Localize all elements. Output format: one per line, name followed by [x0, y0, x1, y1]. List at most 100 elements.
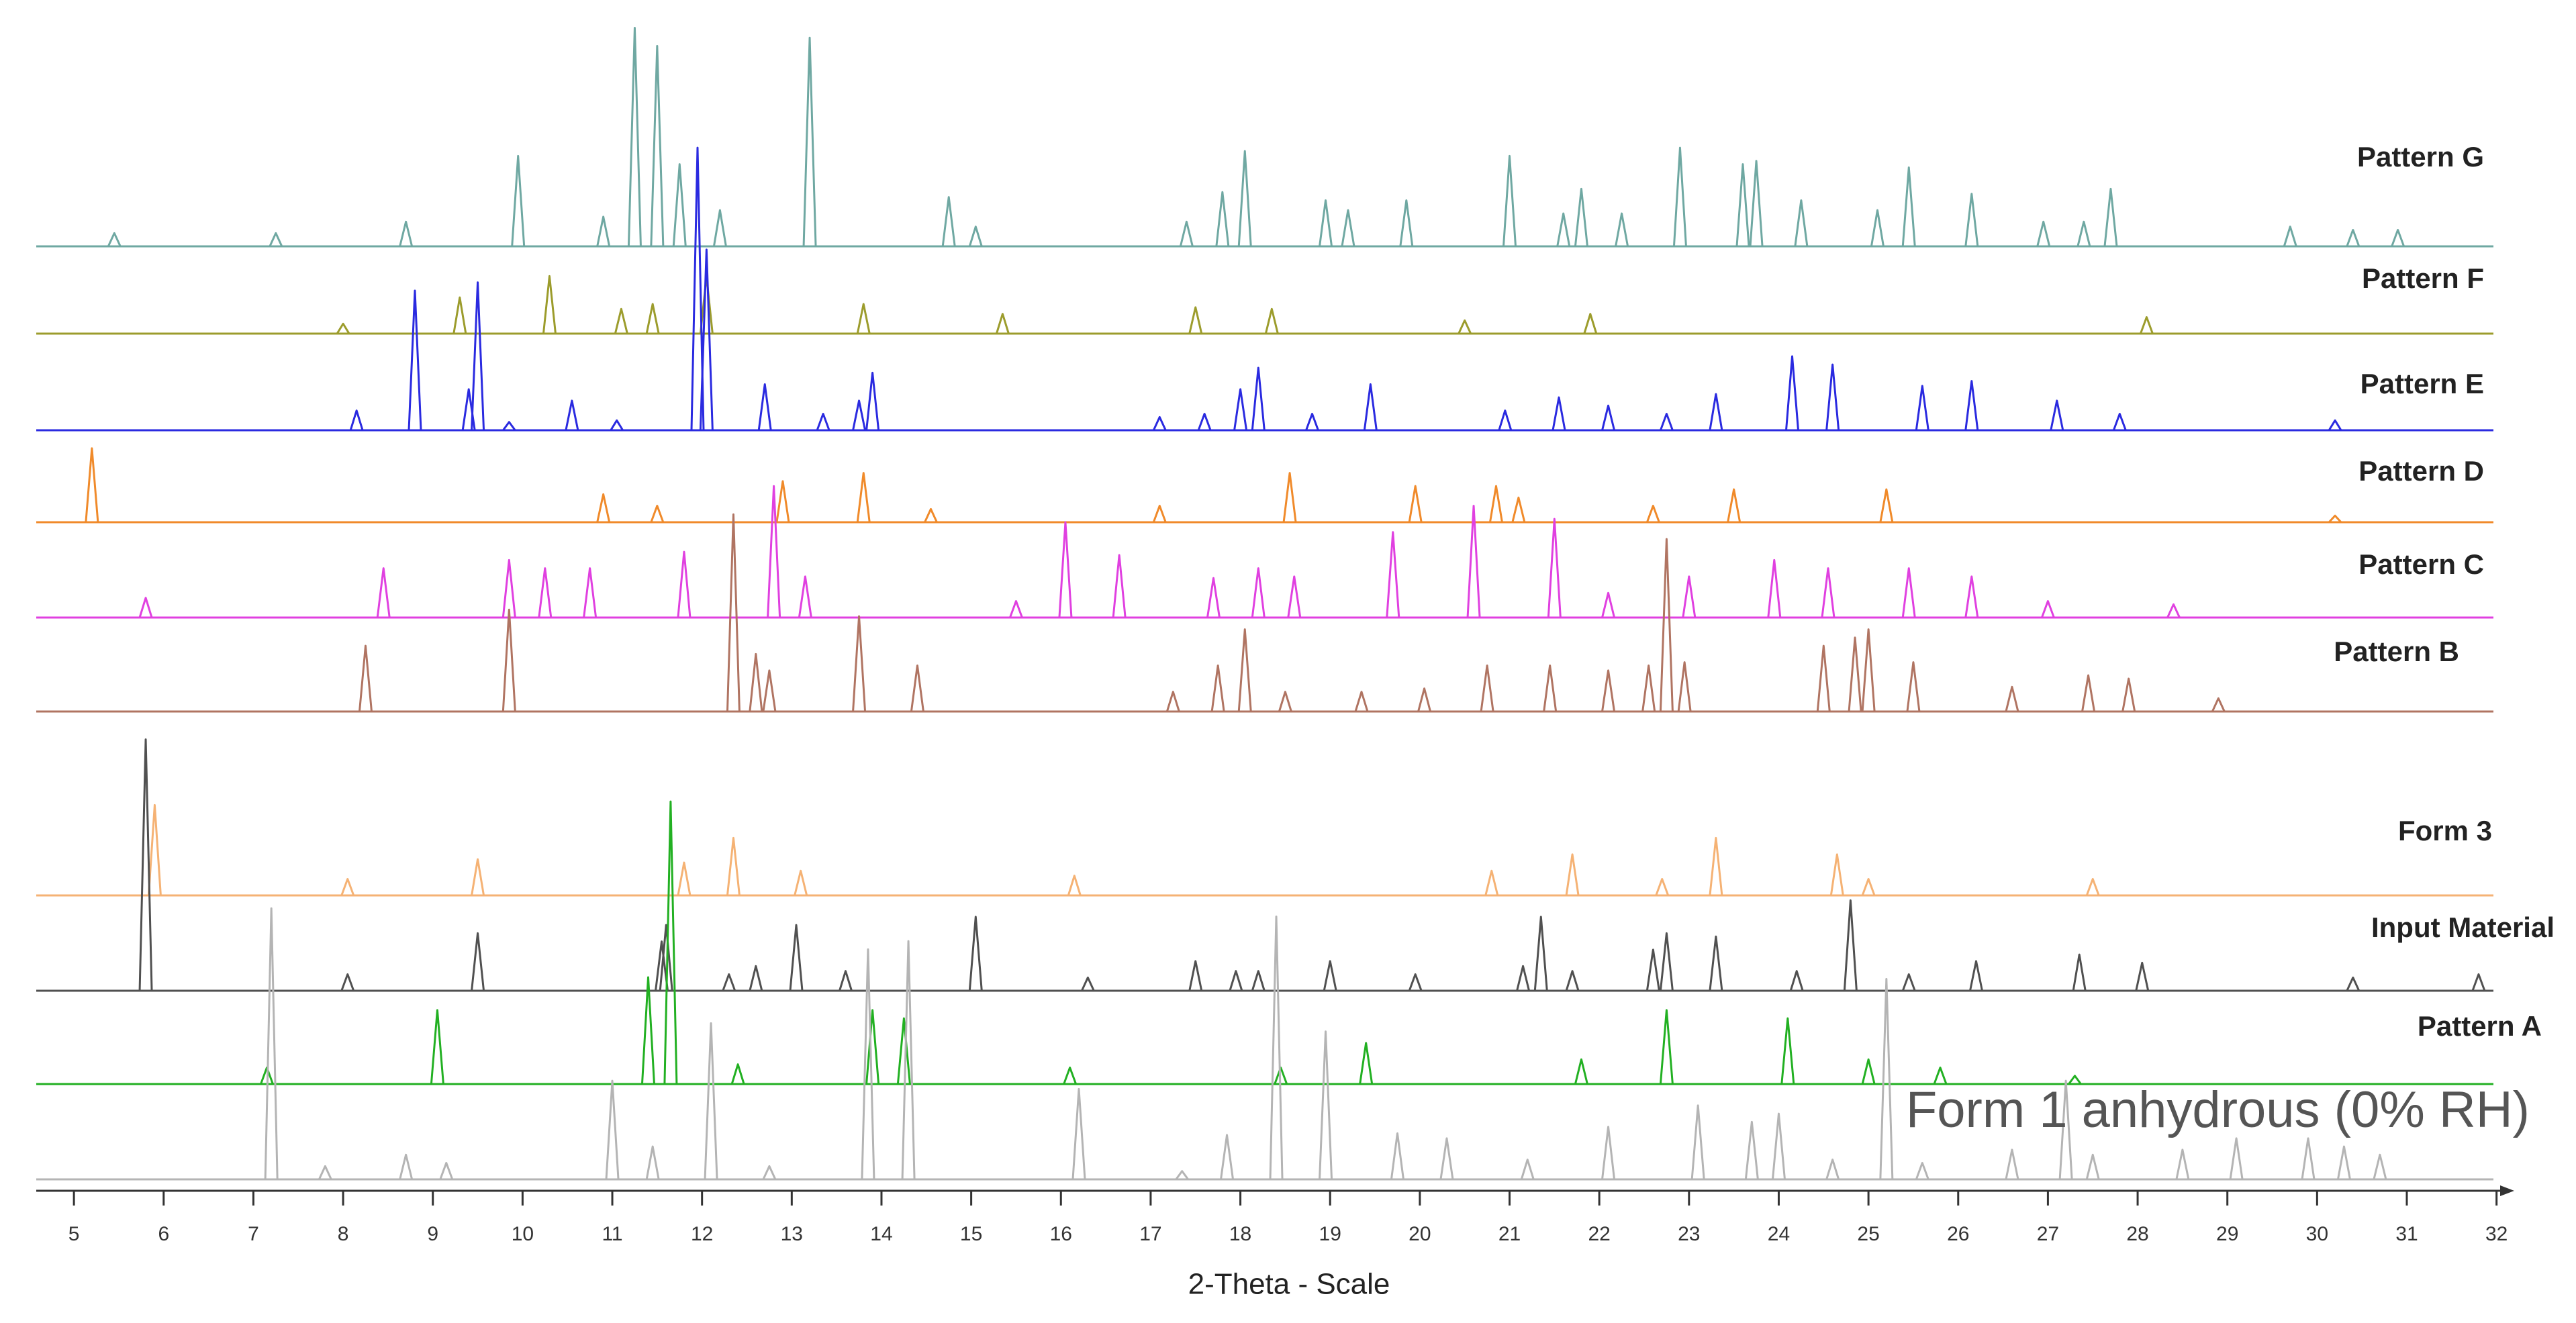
x-tick-label: 12 — [691, 1223, 713, 1245]
peak — [1574, 1058, 1588, 1085]
peak — [1690, 1104, 1705, 1180]
peak — [2336, 1145, 2351, 1180]
peak — [1458, 319, 1472, 334]
peak — [1058, 521, 1073, 618]
peak — [1879, 488, 1894, 523]
peak — [1009, 600, 1023, 618]
peak — [1825, 1159, 1840, 1180]
series-label: Pattern D — [2358, 455, 2484, 487]
peak — [712, 209, 727, 247]
peak — [1794, 199, 1809, 247]
peak — [1969, 960, 1983, 991]
x-tick-label: 5 — [68, 1223, 80, 1245]
peak — [839, 970, 853, 991]
peak — [1843, 899, 1858, 991]
peak — [336, 322, 350, 334]
peak — [749, 652, 763, 712]
peak — [1645, 948, 1660, 991]
peak — [1408, 485, 1423, 523]
peak — [757, 383, 772, 431]
x-tick-label: 27 — [2037, 1223, 2059, 1245]
peak — [1709, 836, 1723, 896]
peak — [2328, 514, 2342, 524]
peak — [1565, 853, 1580, 896]
peak — [726, 513, 741, 712]
peak — [2391, 229, 2405, 247]
series-label: Pattern C — [2358, 548, 2484, 580]
peak — [318, 1165, 332, 1180]
peak — [2140, 316, 2154, 334]
peak — [1672, 146, 1687, 247]
peak — [1915, 385, 1929, 431]
peak — [583, 567, 598, 618]
peak — [542, 275, 557, 334]
peak — [340, 973, 355, 991]
peak — [901, 940, 916, 1180]
peak — [138, 738, 153, 991]
peak — [2211, 697, 2226, 712]
peak — [1264, 307, 1279, 334]
peak — [1071, 1087, 1086, 1180]
x-tick-label: 24 — [1768, 1223, 1790, 1245]
peak — [1341, 209, 1355, 247]
x-tick-label: 22 — [1588, 1223, 1610, 1245]
peak — [852, 615, 867, 712]
peak — [1081, 976, 1095, 991]
peak — [1749, 160, 1764, 247]
peak — [2346, 976, 2360, 991]
peak — [1112, 554, 1127, 618]
peak — [1417, 687, 1432, 712]
peak — [1659, 1009, 1674, 1085]
peak — [1771, 1112, 1786, 1180]
peak — [1785, 355, 1800, 431]
x-tick-label: 19 — [1319, 1223, 1341, 1245]
x-tick-label: 9 — [427, 1223, 438, 1245]
peak — [1359, 1042, 1374, 1085]
peak — [1848, 636, 1862, 712]
peak — [775, 480, 790, 523]
peak — [1152, 505, 1167, 523]
x-tick-label: 23 — [1678, 1223, 1700, 1245]
peak — [610, 419, 624, 431]
peak — [2058, 1079, 2073, 1180]
peak — [677, 550, 691, 618]
peak — [1229, 970, 1243, 991]
x-tick-label: 26 — [1947, 1223, 1969, 1245]
peak — [147, 803, 162, 896]
peak — [2135, 961, 2150, 991]
x-tick-label: 17 — [1139, 1223, 1161, 1245]
peak — [1547, 518, 1562, 618]
peak — [1744, 1120, 1759, 1180]
peak — [704, 1022, 718, 1180]
peak — [1439, 1137, 1454, 1180]
peak — [1354, 691, 1369, 712]
peak — [1237, 628, 1252, 712]
peak — [264, 907, 279, 1180]
peak — [1615, 212, 1629, 247]
peak — [677, 861, 691, 896]
peak — [605, 1079, 620, 1180]
peak — [1319, 199, 1333, 247]
peak — [1829, 853, 1844, 896]
peak — [1641, 664, 1656, 712]
peak — [1188, 306, 1203, 334]
peak — [1165, 691, 1180, 712]
peak — [798, 575, 812, 618]
peak — [816, 413, 830, 431]
peak — [1488, 485, 1503, 523]
peak — [471, 932, 485, 991]
peak — [2041, 600, 2055, 618]
peak — [1964, 193, 1979, 247]
peak — [672, 163, 687, 247]
peak — [1484, 869, 1499, 896]
peak — [1735, 163, 1750, 247]
peak — [471, 281, 485, 431]
x-tick-label: 16 — [1050, 1223, 1072, 1245]
peak — [1511, 496, 1526, 523]
peak — [726, 836, 741, 896]
x-tick-label: 32 — [2485, 1223, 2508, 1245]
peak — [1933, 1067, 1948, 1085]
peak — [861, 948, 875, 1180]
x-tick-label: 6 — [158, 1223, 169, 1245]
